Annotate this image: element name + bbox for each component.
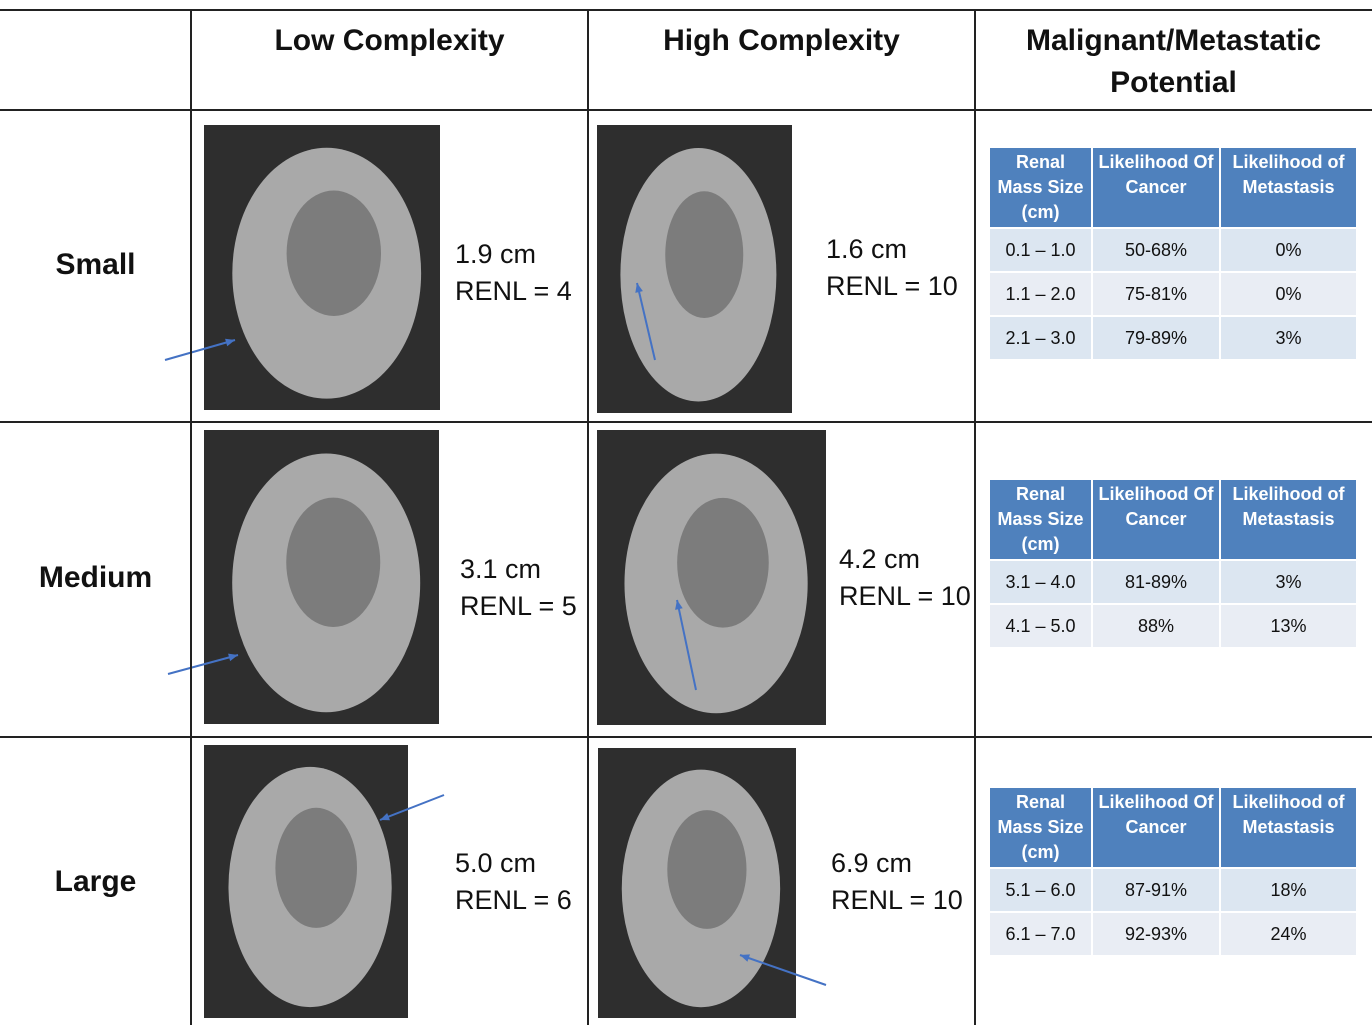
arrow (167, 654, 239, 675)
table-cell: 87-91% (1093, 869, 1219, 911)
table-header: Renal Mass Size (cm) (990, 480, 1091, 559)
kidney-inner (665, 191, 744, 318)
arrow (676, 599, 697, 691)
arrow-head (740, 954, 750, 962)
arrow-head (380, 813, 390, 821)
table-cell: 2.1 – 3.0 (990, 317, 1091, 359)
table-row: 6.1 – 7.0 92-93% 24% (990, 913, 1356, 955)
table-cell: 81-89% (1093, 561, 1219, 603)
measurement: 4.2 cm RENL = 10 (839, 541, 971, 615)
table-header: Likelihood of Metastasis (1221, 148, 1356, 227)
table-row: 2.1 – 3.0 79-89% 3% (990, 317, 1356, 359)
table-row: 3.1 – 4.0 81-89% 3% (990, 561, 1356, 603)
measurement: 3.1 cm RENL = 5 (460, 551, 577, 625)
table-cell: 88% (1093, 605, 1219, 647)
kidney-inner (286, 497, 381, 627)
risk-table: Renal Mass Size (cm) Likelihood Of Cancer… (988, 146, 1358, 361)
table-cell: 5.1 – 6.0 (990, 869, 1091, 911)
table-row: 5.1 – 6.0 87-91% 18% (990, 869, 1356, 911)
arrow (636, 282, 656, 361)
measurement-line: RENL = 6 (455, 885, 572, 915)
arrow (164, 339, 236, 361)
table-cell: 1.1 – 2.0 (990, 273, 1091, 315)
table-header: Likelihood Of Cancer (1093, 788, 1219, 867)
table-row: 4.1 – 5.0 88% 13% (990, 605, 1356, 647)
arrow-head (635, 283, 643, 293)
measurement-line: 1.9 cm (455, 239, 537, 269)
table-header: Likelihood of Metastasis (1221, 480, 1356, 559)
arrow-head (228, 653, 238, 662)
table-cell: 50-68% (1093, 229, 1219, 271)
arrow (379, 794, 445, 821)
arrow (739, 954, 827, 986)
row-label: Large (54, 865, 137, 898)
kidney-inner (286, 190, 381, 316)
table-cell: 0% (1221, 229, 1356, 271)
table-row: 0.1 – 1.0 50-68% 0% (990, 229, 1356, 271)
table-cell: 0.1 – 1.0 (990, 229, 1091, 271)
measurement-line: 4.2 cm (839, 544, 921, 574)
table-header: Likelihood Of Cancer (1093, 148, 1219, 227)
table-header: Renal Mass Size (cm) (990, 148, 1091, 227)
risk-table: Renal Mass Size (cm) Likelihood Of Cancer… (988, 478, 1358, 649)
kidney-inner (275, 807, 358, 928)
measurement-line: 1.6 cm (826, 234, 908, 264)
measurement: 1.6 cm RENL = 10 (826, 231, 958, 305)
table-cell: 3.1 – 4.0 (990, 561, 1091, 603)
table-row: 1.1 – 2.0 75-81% 0% (990, 273, 1356, 315)
measurement-line: 5.0 cm (455, 848, 537, 878)
column-header: Low Complexity (274, 24, 505, 57)
measurement-line: RENL = 5 (460, 591, 577, 621)
arrow-head (225, 338, 235, 347)
measurement-line: RENL = 4 (455, 276, 572, 306)
kidney-inner (677, 497, 769, 628)
table-cell: 79-89% (1093, 317, 1219, 359)
table-header: Renal Mass Size (cm) (990, 788, 1091, 867)
risk-table: Renal Mass Size (cm) Likelihood Of Cancer… (988, 786, 1358, 957)
table-header-row: Renal Mass Size (cm) Likelihood Of Cancer… (990, 480, 1356, 559)
table-cell: 18% (1221, 869, 1356, 911)
table-header: Likelihood of Metastasis (1221, 788, 1356, 867)
measurement-line: 3.1 cm (460, 554, 542, 584)
measurement: 6.9 cm RENL = 10 (831, 845, 963, 919)
table-header: Likelihood Of Cancer (1093, 480, 1219, 559)
table-header-row: Renal Mass Size (cm) Likelihood Of Cancer… (990, 788, 1356, 867)
kidney-inner (667, 810, 747, 929)
measurement: 5.0 cm RENL = 6 (455, 845, 572, 919)
measurement-line: RENL = 10 (839, 581, 971, 611)
table-cell: 4.1 – 5.0 (990, 605, 1091, 647)
table-cell: 24% (1221, 913, 1356, 955)
row-label: Medium (38, 561, 153, 594)
table-cell: 75-81% (1093, 273, 1219, 315)
table-cell: 0% (1221, 273, 1356, 315)
measurement-line: RENL = 10 (831, 885, 963, 915)
table-cell: 3% (1221, 317, 1356, 359)
table-cell: 6.1 – 7.0 (990, 913, 1091, 955)
measurement: 1.9 cm RENL = 4 (455, 236, 572, 310)
table-cell: 92-93% (1093, 913, 1219, 955)
row-label: Small (55, 248, 136, 281)
arrow-head (675, 600, 683, 610)
column-header: Malignant/Metastatic Potential (1025, 24, 1322, 99)
table-header-row: Renal Mass Size (cm) Likelihood Of Cancer… (990, 148, 1356, 227)
column-header: High Complexity (663, 24, 900, 57)
table-cell: 3% (1221, 561, 1356, 603)
measurement-line: RENL = 10 (826, 271, 958, 301)
measurement-line: 6.9 cm (831, 848, 913, 878)
table-cell: 13% (1221, 605, 1356, 647)
